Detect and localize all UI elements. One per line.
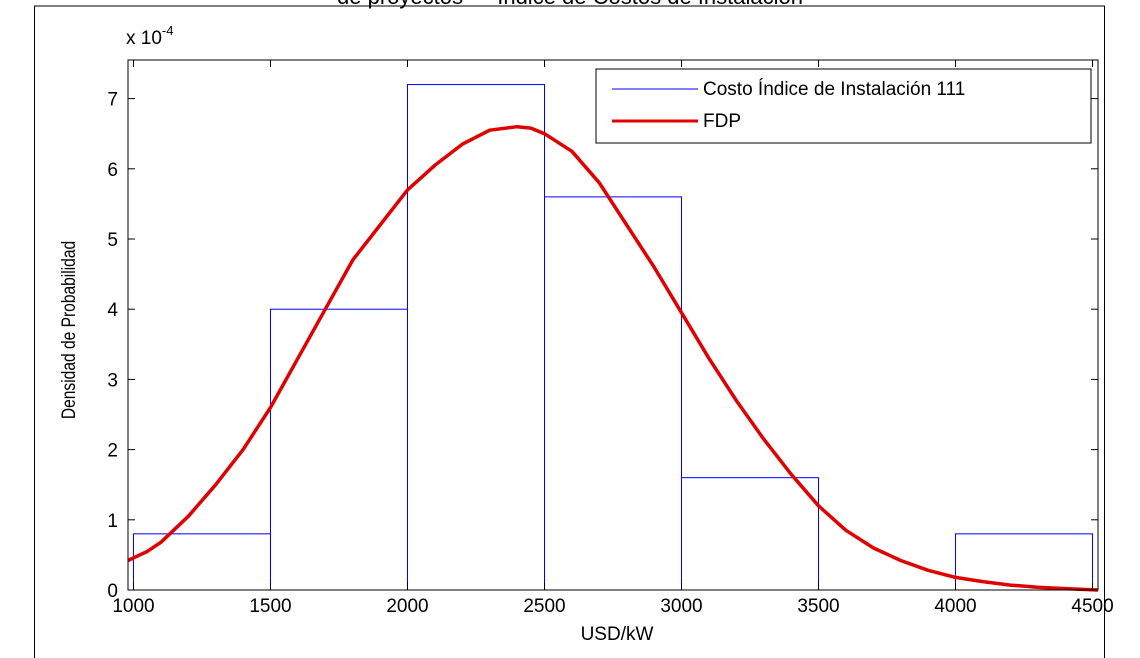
pdf-line-layer xyxy=(127,124,1099,592)
ticks-layer xyxy=(128,60,1098,591)
histogram-bar-4 xyxy=(681,477,820,591)
chart-title: de proyectos — Índice de Costos de Insta… xyxy=(337,0,803,9)
x-tick-label-3: 2500 xyxy=(523,596,565,617)
histogram-layer xyxy=(132,84,1094,591)
histogram-bar-0 xyxy=(132,533,271,591)
y-multiplier: x 10-4 xyxy=(126,23,173,49)
x-tick-label-5: 3500 xyxy=(797,596,839,617)
plot-area xyxy=(127,59,1099,591)
y-tick-label-7: 7 xyxy=(107,90,118,111)
y-tick-label-0: 0 xyxy=(107,581,118,602)
pdf-line xyxy=(127,124,1099,592)
y-tick-label-2: 2 xyxy=(107,441,118,462)
y-tick-label-3: 3 xyxy=(107,370,118,391)
legend-label-pdf: FDP xyxy=(703,111,741,132)
legend: Costo Índice de Instalación 111 FDP xyxy=(595,68,1092,144)
x-tick-label-4: 3000 xyxy=(660,596,702,617)
x-tick-label-0: 1000 xyxy=(112,596,154,617)
y-multiplier-exponent: -4 xyxy=(162,23,174,38)
x-tick-labels: 1000 1500 2000 2500 3000 3500 4000 4500 xyxy=(112,596,1113,617)
y-tick-label-6: 6 xyxy=(107,160,118,181)
x-tick-label-6: 4000 xyxy=(934,596,976,617)
x-tick-label-1: 1500 xyxy=(249,596,291,617)
x-axis-label: USD/kW xyxy=(581,624,654,645)
histogram-bar-2 xyxy=(406,84,545,591)
x-tick-label-7: 4500 xyxy=(1071,596,1113,617)
histogram-bar-3 xyxy=(543,196,683,591)
legend-box xyxy=(595,68,1092,144)
histogram-bar-1 xyxy=(269,308,408,591)
y-tick-label-5: 5 xyxy=(107,230,118,251)
y-multiplier-base: x 10 xyxy=(126,28,162,49)
figure-frame xyxy=(34,5,1105,658)
y-tick-label-1: 1 xyxy=(107,511,118,532)
legend-label-histogram: Costo Índice de Instalación 111 xyxy=(703,79,965,100)
y-tick-labels: 0 1 2 3 4 5 6 7 xyxy=(107,90,118,602)
x-tick-label-2: 2000 xyxy=(386,596,428,617)
y-tick-label-4: 4 xyxy=(107,300,118,321)
y-axis-label: Densidad de Probabilidad xyxy=(58,241,80,419)
